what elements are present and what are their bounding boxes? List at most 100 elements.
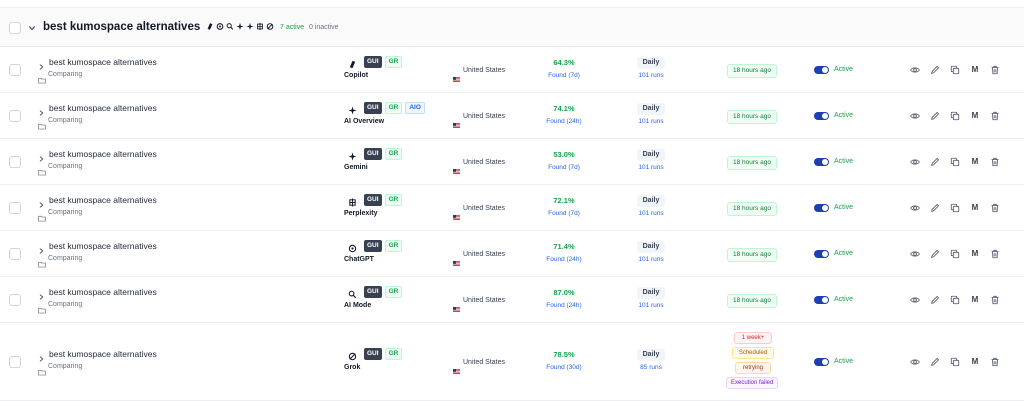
m-action-button[interactable]: M [971,295,979,304]
copy-icon[interactable] [950,111,960,121]
chevron-right-icon[interactable] [38,150,45,162]
runs-count-link[interactable]: 101 runs [638,164,664,171]
copy-icon[interactable] [950,357,960,367]
m-action-button[interactable]: M [971,157,979,166]
active-toggle[interactable] [814,66,829,74]
keyword-text[interactable]: best kumospace alternatives [49,57,157,67]
eye-icon[interactable] [910,111,920,121]
chevron-right-icon[interactable] [38,288,45,300]
m-action-button[interactable]: M [971,249,979,258]
table-row[interactable]: best kumospace alternatives Comparing GU… [0,185,1024,231]
runs-count-link[interactable]: 101 runs [638,302,664,309]
row-select-checkbox[interactable] [9,202,21,214]
group-select-checkbox[interactable] [9,22,21,34]
gui-badge: GUI [364,56,382,68]
chevron-right-icon[interactable] [38,242,45,254]
trash-icon[interactable] [990,111,1000,121]
active-toggle[interactable] [814,112,829,120]
row-select-checkbox[interactable] [9,64,21,76]
found-window-link[interactable]: Found (7d) [548,72,580,79]
found-window-link[interactable]: Found (7d) [548,210,580,217]
badge-group: GUI GR [364,56,403,68]
runs-count-link[interactable]: 101 runs [638,256,664,263]
active-toggle[interactable] [814,250,829,258]
table-row[interactable]: best kumospace alternatives Comparing GU… [0,139,1024,185]
group-header[interactable]: best kumospace alternatives 7 active 0 i… [0,8,1024,47]
chevron-right-icon[interactable] [38,104,45,116]
copy-icon[interactable] [950,249,960,259]
keyword-text[interactable]: best kumospace alternatives [49,149,157,159]
row-select-checkbox[interactable] [9,110,21,122]
pencil-icon[interactable] [930,111,940,121]
grok-icon [266,23,274,30]
pencil-icon[interactable] [930,295,940,305]
found-window-link[interactable]: Found (7d) [548,164,580,171]
eye-icon[interactable] [910,157,920,167]
pencil-icon[interactable] [930,357,940,367]
keyword-text[interactable]: best kumospace alternatives [49,241,157,251]
active-toggle[interactable] [814,358,829,366]
chevron-right-icon[interactable] [38,196,45,208]
row-select-checkbox[interactable] [9,156,21,168]
runs-count-link[interactable]: 101 runs [638,72,664,79]
keyword-text[interactable]: best kumospace alternatives [49,103,157,113]
chevron-down-icon[interactable] [27,20,37,30]
copilot-icon [207,23,213,30]
eye-icon[interactable] [910,295,920,305]
copy-icon[interactable] [950,295,960,305]
runs-count-link[interactable]: 85 runs [640,364,662,371]
found-window-link[interactable]: Found (24h) [546,256,582,263]
table-row[interactable]: best kumospace alternatives Comparing GU… [0,277,1024,323]
row-select-checkbox[interactable] [9,248,21,260]
row-select-checkbox[interactable] [9,294,21,306]
eye-icon[interactable] [910,249,920,259]
eye-icon[interactable] [910,357,920,367]
table-row[interactable]: best kumospace alternatives Comparing GU… [0,231,1024,277]
perplexity-icon [257,22,263,31]
trash-icon[interactable] [990,249,1000,259]
table-row[interactable]: best kumospace alternatives Comparing GU… [0,93,1024,139]
table-row[interactable]: best kumospace alternatives Comparing GU… [0,323,1024,401]
gui-badge: GUI [364,194,382,206]
last-run-badge: 18 hours ago [727,156,777,170]
m-action-button[interactable]: M [971,203,979,212]
last-run-badge: 18 hours ago [727,202,777,216]
active-toggle[interactable] [814,204,829,212]
us-flag-icon [453,207,460,220]
active-toggle[interactable] [814,158,829,166]
ai-mode-icon [348,286,357,299]
runs-count-link[interactable]: 101 runs [638,118,664,125]
pencil-icon[interactable] [930,203,940,213]
keyword-text[interactable]: best kumospace alternatives [49,195,157,205]
copy-icon[interactable] [950,157,960,167]
trash-icon[interactable] [990,357,1000,367]
keyword-text[interactable]: best kumospace alternatives [49,287,157,297]
pencil-icon[interactable] [930,65,940,75]
active-toggle[interactable] [814,296,829,304]
eye-icon[interactable] [910,203,920,213]
pencil-icon[interactable] [930,249,940,259]
frequency-badge: Daily [637,287,665,299]
chevron-right-icon[interactable] [38,58,45,70]
found-window-link[interactable]: Found (24h) [546,302,582,309]
row-select-checkbox[interactable] [9,356,21,368]
table-row[interactable]: best kumospace alternatives Comparing GU… [0,47,1024,93]
runs-count-link[interactable]: 101 runs [638,210,664,217]
found-window-link[interactable]: Found (30d) [546,364,582,371]
found-window-link[interactable]: Found (24h) [546,118,582,125]
m-action-button[interactable]: M [971,65,979,74]
trash-icon[interactable] [990,65,1000,75]
eye-icon[interactable] [910,65,920,75]
trash-icon[interactable] [990,203,1000,213]
sparkle-icon [236,22,244,31]
copy-icon[interactable] [950,65,960,75]
badge-group: GUI GR [364,348,403,360]
pencil-icon[interactable] [930,157,940,167]
keyword-text[interactable]: best kumospace alternatives [49,349,157,359]
chevron-right-icon[interactable] [38,350,45,362]
m-action-button[interactable]: M [971,111,979,120]
m-action-button[interactable]: M [971,357,979,366]
trash-icon[interactable] [990,157,1000,167]
trash-icon[interactable] [990,295,1000,305]
copy-icon[interactable] [950,203,960,213]
